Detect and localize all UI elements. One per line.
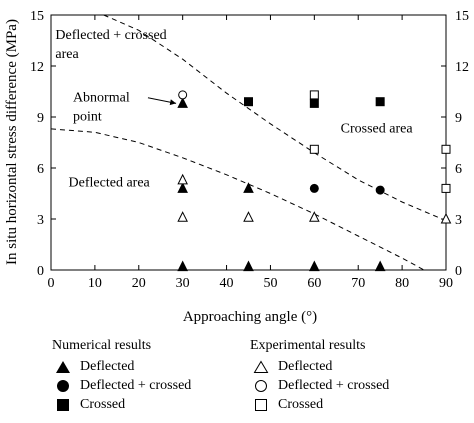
annotation-text: Deflected area: [69, 176, 151, 191]
legend-numerical-crossed: Crossed: [52, 395, 191, 414]
legend-numerical-deflected-crossed: Deflected + crossed: [52, 376, 191, 395]
y-tick-label-right: 15: [455, 9, 469, 24]
x-tick-label: 10: [88, 276, 102, 291]
legend-experimental-crossed: Crossed: [250, 395, 389, 414]
y-axis-title: In situ horizontal stress difference (MP…: [4, 19, 20, 265]
arrow-icon: [147, 97, 177, 106]
square-point: [309, 98, 319, 108]
square-point: [309, 90, 319, 100]
x-tick-label: 90: [439, 276, 453, 291]
triangle-point: [243, 182, 254, 193]
y-tick-label: 0: [37, 264, 44, 279]
annotation-text: Crossed area: [341, 121, 414, 136]
triangle-point: [177, 97, 188, 108]
x-tick-label: 80: [395, 276, 409, 291]
x-tick-label: 20: [132, 276, 146, 291]
boundary-curve-1: [103, 14, 447, 222]
triangle-point: [309, 211, 320, 222]
legend-experimental-deflected: Deflected: [250, 357, 389, 376]
square-point: [244, 97, 253, 107]
square-point: [441, 183, 451, 193]
y-tick-label-right: 6: [455, 162, 462, 177]
square-point: [375, 97, 385, 107]
annotations: Deflected + crossed area Abnormal point Cros…: [55, 28, 413, 191]
y-tick-label: 12: [30, 60, 44, 75]
triangle-point: [309, 260, 320, 272]
data-points: [177, 90, 452, 272]
y-tick-label-right: 9: [455, 111, 462, 126]
legend-label: Crossed: [80, 397, 126, 412]
x-tick-label: 50: [263, 276, 277, 291]
boundary-curve-2: [50, 128, 425, 271]
triangle-filled-icon: [56, 360, 70, 373]
y-tick-label-right: 12: [455, 60, 469, 75]
x-tick-label: 30: [176, 276, 190, 291]
square-open-icon: [255, 398, 267, 411]
circle-point: [375, 185, 385, 195]
triangle-point: [177, 182, 188, 193]
annotation-line: area: [55, 47, 79, 62]
y-tick-label: 9: [37, 111, 44, 126]
y-tick-label-right: 0: [455, 264, 462, 279]
legend-numerical: Numerical results Deflected Deflected + …: [52, 336, 191, 414]
legend-experimental-title: Experimental results: [250, 338, 366, 353]
square-filled-icon: [57, 398, 69, 411]
annotation-line: Deflected + crossed: [55, 28, 166, 43]
legend-experimental: Experimental results Deflected Deflected…: [250, 336, 389, 414]
y-tick-label: 6: [37, 162, 44, 177]
legend-label: Deflected: [80, 359, 135, 374]
x-tick-label: 40: [220, 276, 234, 291]
circle-point: [309, 183, 319, 193]
annotation-text: Deflected + crossed area: [55, 28, 166, 62]
annotation-text: Abnormal point: [73, 91, 130, 125]
triangle-point: [177, 173, 188, 185]
triangle-point: [243, 211, 254, 222]
legend-label: Deflected + crossed: [278, 378, 390, 393]
y-tick-label: 3: [37, 213, 44, 228]
circle-filled-icon: [57, 379, 69, 392]
triangle-point: [177, 260, 188, 272]
legend-numerical-title: Numerical results: [52, 338, 152, 353]
legend-label: Deflected + crossed: [80, 378, 192, 393]
boundary-curves: [50, 14, 447, 271]
y-tick-label-right: 3: [455, 213, 462, 228]
y-tick-label: 15: [30, 9, 44, 24]
circle-point: [178, 90, 188, 100]
legend-experimental-deflected-crossed: Deflected + crossed: [250, 376, 389, 395]
triangle-open-icon: [253, 360, 269, 373]
legend-label: Deflected: [278, 359, 333, 374]
triangle-point: [243, 260, 254, 272]
square-point: [441, 144, 451, 154]
legend-numerical-deflected: Deflected: [52, 357, 191, 376]
legend-label: Crossed: [278, 397, 324, 412]
annotation-line: Deflected area: [69, 176, 151, 191]
x-tick-label: 70: [351, 276, 365, 291]
x-tick-label: 60: [307, 276, 321, 291]
circle-open-icon: [255, 379, 267, 392]
triangle-point: [177, 211, 188, 222]
triangle-point: [374, 260, 386, 272]
x-tick-label: 0: [48, 276, 55, 291]
x-axis-title: Approaching angle (°): [183, 309, 317, 325]
square-point: [309, 144, 319, 154]
annotation-line: Crossed area: [341, 121, 414, 136]
triangle-point: [440, 212, 452, 224]
annotation-line: point: [73, 110, 102, 125]
plot-frame: [50, 14, 447, 271]
annotation-line: Abnormal: [73, 91, 130, 106]
